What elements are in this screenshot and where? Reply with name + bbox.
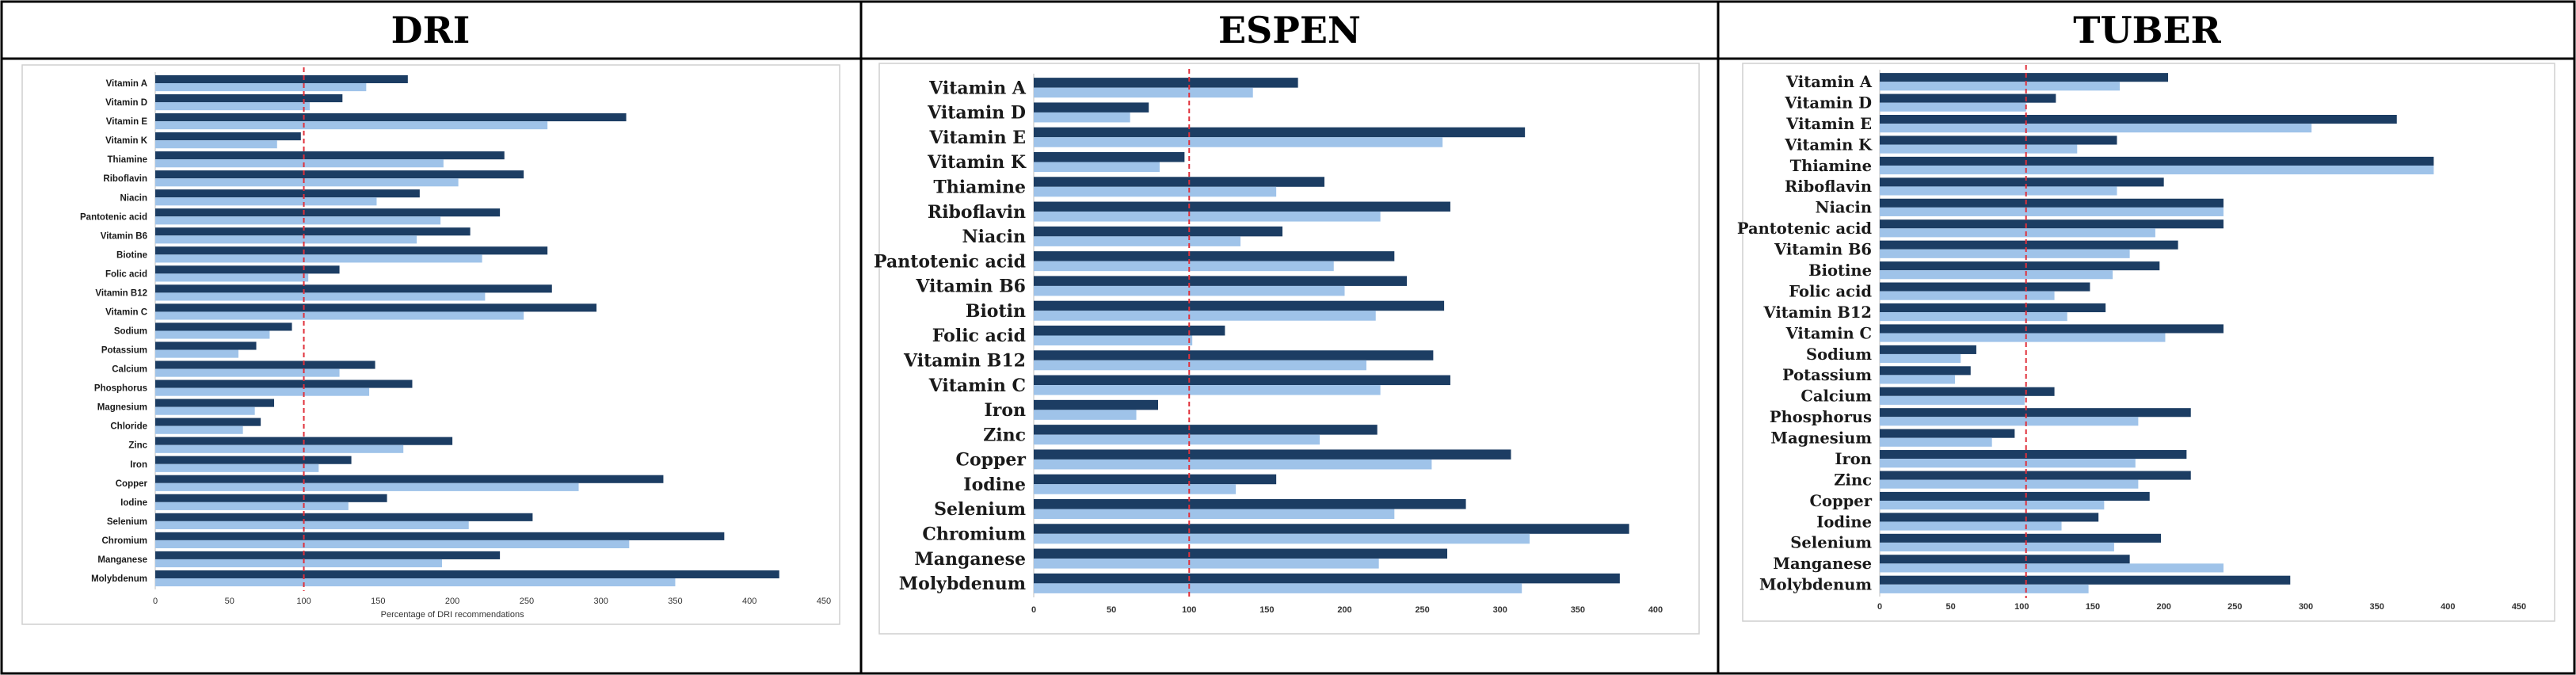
espen-panel: ESPEN: [861, 0, 1718, 675]
tuber-panel-title: TUBER: [2073, 9, 2221, 51]
dri-panel-title: DRI: [391, 9, 471, 51]
tuber-panel: TUBER: [1718, 0, 2576, 675]
dri-panel: DRI: [0, 0, 861, 675]
espen-panel-title: ESPEN: [1218, 9, 1361, 51]
